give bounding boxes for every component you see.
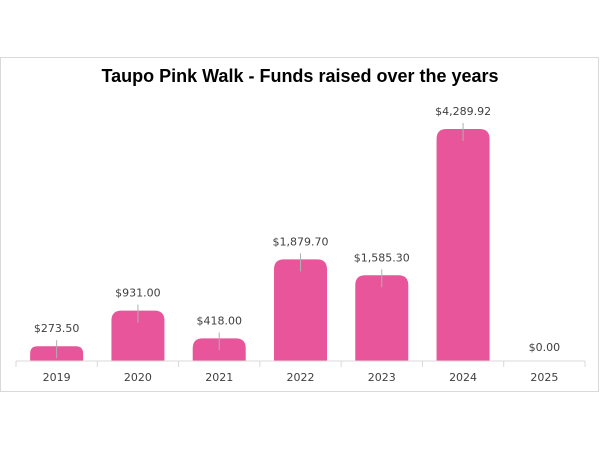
x-tick-label-2024: 2024 — [449, 371, 477, 384]
bar-2022 — [274, 259, 327, 361]
bar-2020 — [111, 310, 165, 361]
bar-2024 — [436, 129, 490, 361]
data-label-2025: $0.00 — [529, 341, 561, 354]
x-tick-label-2019: 2019 — [43, 371, 71, 384]
x-tick-label-2025: 2025 — [530, 371, 558, 384]
data-label-2022: $1,879.70 — [273, 235, 329, 248]
data-label-2021: $418.00 — [196, 314, 242, 327]
x-tick-label-2023: 2023 — [368, 371, 396, 384]
data-label-2020: $931.00 — [115, 287, 161, 300]
x-tick-label-2021: 2021 — [205, 371, 233, 384]
data-label-2019: $273.50 — [34, 322, 80, 335]
x-tick-label-2020: 2020 — [124, 371, 152, 384]
data-label-2024: $4,289.92 — [435, 105, 491, 118]
chart-title: Taupo Pink Walk - Funds raised over the … — [101, 66, 499, 86]
x-tick-label-2022: 2022 — [287, 371, 315, 384]
data-label-2023: $1,585.30 — [354, 251, 410, 264]
bar-2023 — [355, 275, 409, 361]
